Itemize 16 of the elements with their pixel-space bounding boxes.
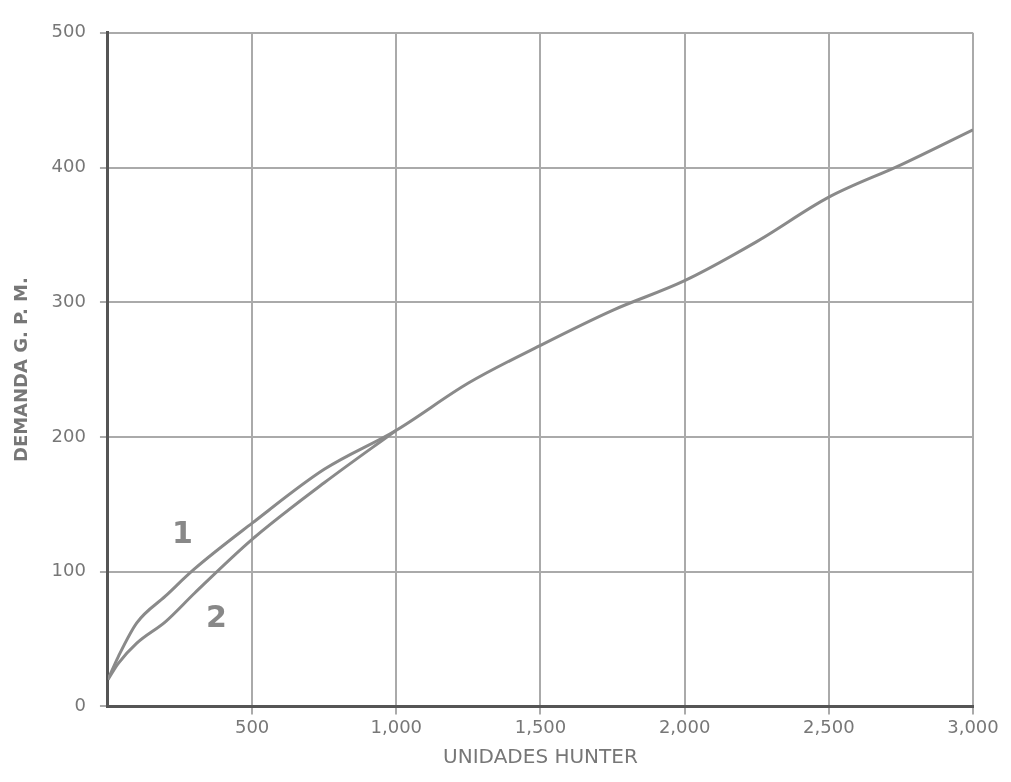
series-label: 1	[172, 514, 193, 550]
x-tick-label: 1,000	[370, 715, 423, 737]
x-tick-label: 1,500	[514, 715, 567, 737]
y-tick-label: 300	[51, 289, 86, 311]
y-tick-label: 400	[51, 155, 86, 177]
y-tick-label: 0	[74, 694, 86, 716]
y-tick-label: 500	[51, 20, 86, 42]
x-tick-label: 2,000	[658, 715, 711, 737]
y-axis-title: DEMANDA G. P. M.	[10, 277, 32, 463]
x-tick-label: 500	[234, 715, 270, 737]
y-tick-label: 200	[51, 424, 86, 446]
x-axis-title: UNIDADES HUNTER	[443, 744, 638, 769]
x-tick-label: 2,500	[803, 715, 855, 737]
x-tick-label: 3,000	[947, 715, 999, 737]
y-tick-label: 100	[51, 559, 86, 581]
series-label: 2	[206, 599, 227, 635]
